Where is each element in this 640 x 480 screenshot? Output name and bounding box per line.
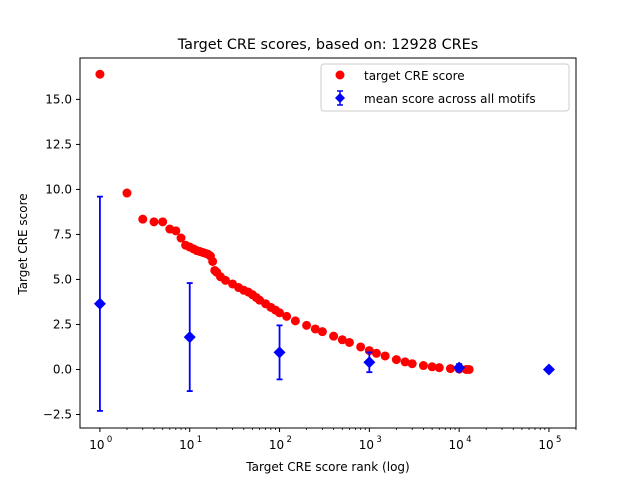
- data-point-target-cre-score: [282, 311, 292, 321]
- y-tick-label: 15.0: [45, 92, 72, 106]
- x-tick-label: 10: [359, 438, 374, 452]
- data-point-target-cre-score: [329, 331, 339, 341]
- plot-frame: [79, 57, 577, 429]
- plot-area: [93, 69, 555, 412]
- y-tick-label: −2.5: [43, 407, 72, 421]
- data-point-mean-score: [542, 363, 555, 376]
- data-point-mean-score: [363, 356, 376, 369]
- data-point-mean-score: [93, 297, 106, 310]
- data-point-target-cre-score: [427, 362, 437, 372]
- legend-marker-target-cre-score: [335, 70, 345, 80]
- data-point-mean-score: [273, 346, 286, 359]
- y-axis-label: Target CRE score: [16, 193, 30, 295]
- data-point-target-cre-score: [176, 233, 186, 243]
- data-point-target-cre-score: [371, 348, 381, 358]
- data-point-target-cre-score: [302, 320, 312, 330]
- data-point-target-cre-score: [275, 308, 285, 318]
- data-point-target-cre-score: [290, 316, 300, 326]
- data-point-mean-score: [453, 361, 466, 374]
- data-point-target-cre-score: [407, 359, 417, 369]
- x-tick-exponent: 3: [376, 435, 381, 445]
- data-point-target-cre-score: [418, 361, 428, 371]
- x-tick-exponent: 2: [287, 435, 292, 445]
- x-tick-label: 10: [269, 438, 284, 452]
- data-point-target-cre-score: [208, 256, 218, 266]
- legend-label-target-cre-score: target CRE score: [364, 69, 465, 83]
- data-point-target-cre-score: [380, 351, 390, 361]
- y-tick-label: 10.0: [45, 182, 72, 196]
- x-axis-label: Target CRE score rank (log): [245, 460, 409, 474]
- legend-label-mean-score: mean score across all motifs: [364, 92, 536, 106]
- x-tick-label: 10: [179, 438, 194, 452]
- y-axis: −2.5 0.0 2.5 5.0 7.5 10.0 12.5 15.0: [43, 92, 80, 421]
- data-point-target-cre-score: [445, 364, 455, 374]
- legend: target CRE score mean score across all m…: [320, 63, 570, 112]
- y-tick-label: 7.5: [53, 227, 72, 241]
- x-axis: 10 0 10 1 10 2 10 3 10 4 10 5: [89, 428, 577, 452]
- data-point-target-cre-score: [344, 337, 354, 347]
- x-tick-label: 10: [449, 438, 464, 452]
- data-point-target-cre-score: [434, 363, 444, 373]
- data-point-target-cre-score: [138, 214, 148, 224]
- data-point-target-cre-score: [356, 342, 366, 352]
- x-tick-exponent: 1: [197, 435, 202, 445]
- data-point-target-cre-score: [310, 324, 320, 334]
- x-tick-label: 10: [89, 438, 104, 452]
- x-tick-exponent: 0: [107, 435, 112, 445]
- data-point-target-cre-score: [220, 275, 230, 285]
- x-tick-exponent: 4: [466, 435, 471, 445]
- x-tick-exponent: 5: [556, 435, 561, 445]
- data-point-mean-score: [183, 331, 196, 344]
- x-tick-label: 10: [538, 438, 553, 452]
- data-point-target-cre-score: [149, 217, 159, 227]
- y-tick-label: 12.5: [45, 137, 72, 151]
- legend-box: [320, 63, 570, 112]
- data-point-target-cre-score: [464, 364, 474, 374]
- y-tick-label: 0.0: [53, 362, 72, 376]
- chart-title: Target CRE scores, based on: 12928 CREs: [177, 37, 478, 53]
- data-point-target-cre-score: [95, 69, 105, 79]
- data-point-target-cre-score: [400, 357, 410, 367]
- y-tick-label: 2.5: [53, 317, 72, 331]
- data-point-target-cre-score: [171, 226, 181, 236]
- data-point-target-cre-score: [158, 217, 168, 227]
- data-point-target-cre-score: [122, 188, 132, 198]
- y-tick-label: 5.0: [53, 272, 72, 286]
- data-point-target-cre-score: [317, 327, 327, 337]
- data-point-target-cre-score: [337, 335, 347, 345]
- data-point-target-cre-score: [391, 355, 401, 365]
- legend-marker-mean-score: [335, 93, 345, 103]
